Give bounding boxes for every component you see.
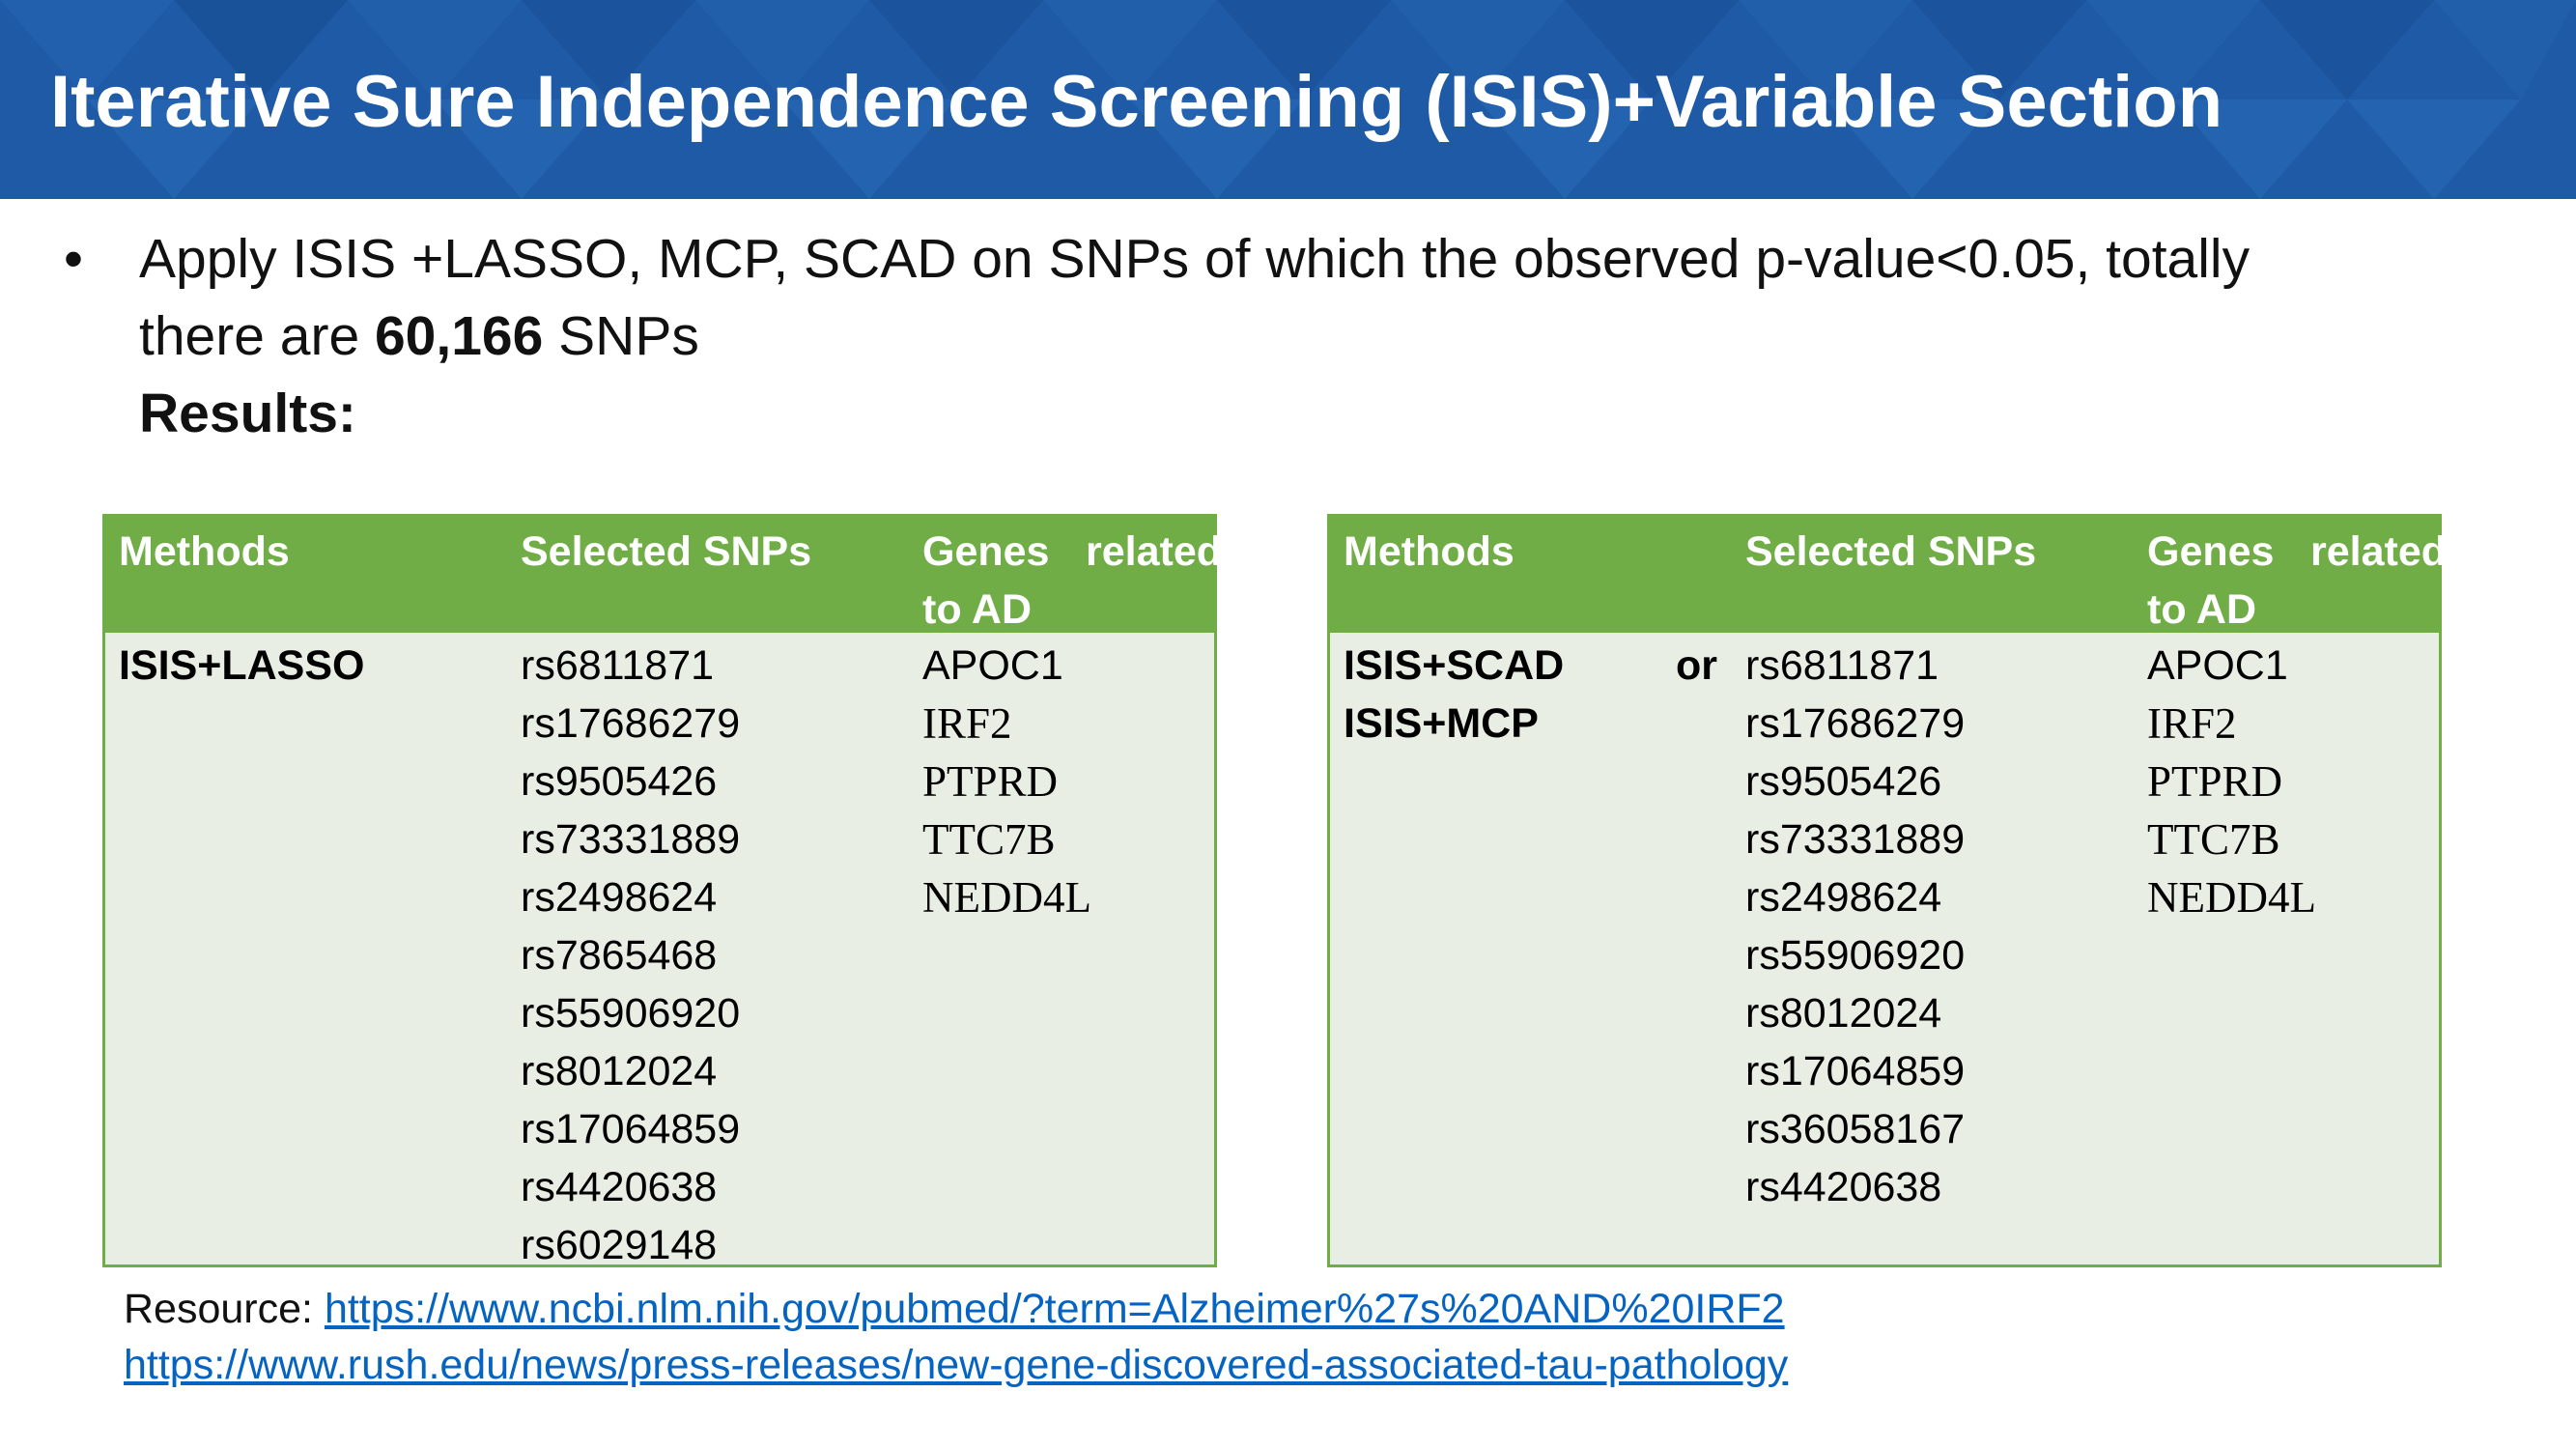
snps-cell: rs6811871 rs17686279 rs9505426 rs7333188… (1745, 637, 1965, 1216)
snp-item: rs2498624 (1745, 868, 1965, 926)
header-genes: Genes related to AD (2147, 523, 2447, 639)
scad-mcp-results-table: Methods Selected SNPs Genes related to AD… (1327, 514, 2442, 1267)
gene-item: NEDD4L (2147, 868, 2316, 926)
bullet-line-1: Apply ISIS +LASSO, MCP, SCAD on SNPs of … (139, 220, 2477, 298)
lasso-results-table: Methods Selected SNPs Genes related to AD… (102, 514, 1217, 1267)
header-methods: Methods (1344, 523, 1514, 581)
snp-item: rs17686279 (1745, 695, 1965, 753)
snp-item: rs6811871 (521, 637, 740, 695)
resource-line-1: Resource: https://www.ncbi.nlm.nih.gov/p… (124, 1281, 1788, 1337)
header-selected-snps: Selected SNPs (521, 523, 811, 581)
header-genes-line2: to AD (922, 581, 1222, 639)
method-label: ISIS+SCAD (1344, 637, 1564, 695)
snp-count: 60,166 (375, 305, 543, 367)
header-selected-snps: Selected SNPs (1745, 523, 2036, 581)
header-genes-line2: to AD (2147, 581, 2447, 639)
ncbi-pubmed-link[interactable]: https://www.ncbi.nlm.nih.gov/pubmed/?ter… (325, 1286, 1785, 1332)
gene-item: NEDD4L (922, 868, 1091, 926)
header-methods: Methods (119, 523, 290, 581)
snp-item: rs73331889 (521, 810, 740, 868)
header-genes-word2: related (2310, 523, 2447, 581)
snp-item: rs6811871 (1745, 637, 1965, 695)
resource-line-2: https://www.rush.edu/news/press-releases… (124, 1337, 1788, 1393)
method-label: ISIS+LASSO (119, 637, 365, 695)
header-genes: Genes related to AD (922, 523, 1222, 639)
method-or-label: or (1676, 637, 1717, 695)
gene-item: TTC7B (2147, 810, 2316, 868)
snp-item: rs8012024 (521, 1042, 740, 1100)
snp-item: rs17686279 (521, 695, 740, 753)
genes-cell: APOC1 IRF2 PTPRD TTC7B NEDD4L (2147, 637, 2316, 926)
bullet-line-2-pre: there are (139, 305, 375, 367)
header-genes-word2: related (1086, 523, 1222, 581)
gene-item: APOC1 (922, 637, 1091, 695)
snp-item: rs4420638 (521, 1158, 740, 1216)
gene-item: APOC1 (2147, 637, 2316, 695)
header-genes-word1: Genes (922, 523, 1049, 581)
bullet-line-2-post: SNPs (543, 305, 699, 367)
header-genes-word1: Genes (2147, 523, 2274, 581)
slide-title: Iterative Sure Independence Screening (I… (50, 60, 2222, 144)
snps-cell: rs6811871 rs17686279 rs9505426 rs7333188… (521, 637, 740, 1274)
snp-item: rs8012024 (1745, 984, 1965, 1042)
bullet-dot-icon: • (64, 220, 83, 298)
snp-item: rs2498624 (521, 868, 740, 926)
snp-item: rs36058167 (1745, 1100, 1965, 1158)
title-banner: Iterative Sure Independence Screening (I… (0, 0, 2576, 199)
table-header: Methods Selected SNPs Genes related to AD (1330, 517, 2439, 633)
snp-item: rs7865468 (521, 926, 740, 984)
snp-item: rs17064859 (521, 1100, 740, 1158)
method-label: ISIS+MCP (1344, 695, 1564, 753)
results-label: Results: (139, 375, 2477, 452)
bullet-line-2: there are 60,166 SNPs (139, 298, 2477, 375)
snp-item: rs73331889 (1745, 810, 1965, 868)
snp-item: rs9505426 (521, 753, 740, 810)
table-header: Methods Selected SNPs Genes related to AD (105, 517, 1214, 633)
snp-item: rs4420638 (1745, 1158, 1965, 1216)
genes-cell: APOC1 IRF2 PTPRD TTC7B NEDD4L (922, 637, 1091, 926)
resource-block: Resource: https://www.ncbi.nlm.nih.gov/p… (124, 1281, 1788, 1393)
gene-item: IRF2 (2147, 695, 2316, 753)
snp-item: rs17064859 (1745, 1042, 1965, 1100)
snp-item: rs55906920 (521, 984, 740, 1042)
methods-cell: ISIS+SCAD ISIS+MCP (1344, 637, 1564, 753)
snp-item: rs6029148 (521, 1216, 740, 1274)
rush-press-release-link[interactable]: https://www.rush.edu/news/press-releases… (124, 1342, 1788, 1388)
gene-item: PTPRD (2147, 753, 2316, 810)
snp-item: rs55906920 (1745, 926, 1965, 984)
gene-item: PTPRD (922, 753, 1091, 810)
gene-item: TTC7B (922, 810, 1091, 868)
methods-cell: ISIS+LASSO (119, 637, 365, 695)
gene-item: IRF2 (922, 695, 1091, 753)
snp-item: rs9505426 (1745, 753, 1965, 810)
resource-label: Resource: (124, 1286, 325, 1332)
bullet-text: Apply ISIS +LASSO, MCP, SCAD on SNPs of … (139, 220, 2477, 452)
